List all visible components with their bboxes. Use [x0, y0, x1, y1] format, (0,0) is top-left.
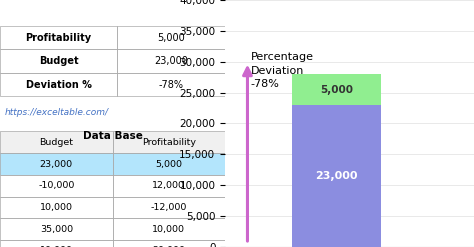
Bar [0, 197, 112, 218]
Bar [0, 175, 112, 197]
Bar [0, 73, 117, 96]
Bar [112, 218, 225, 240]
Bar [0, 240, 112, 247]
Text: 5,000: 5,000 [157, 33, 185, 43]
Bar [0, 73, 117, 96]
Bar [292, 74, 381, 105]
Text: 10,000: 10,000 [152, 225, 185, 234]
Text: 12,000: 12,000 [152, 181, 185, 190]
Bar [117, 49, 225, 73]
Bar [117, 26, 225, 49]
Text: 23,000: 23,000 [154, 56, 188, 66]
Bar [112, 197, 225, 218]
Text: -10,000: -10,000 [38, 181, 74, 190]
Bar [0, 197, 112, 218]
Bar [0, 218, 112, 240]
Bar [112, 175, 225, 197]
Text: -78%: -78% [159, 80, 183, 90]
Bar [112, 131, 225, 153]
Text: -12,000: -12,000 [151, 203, 187, 212]
Bar [117, 73, 225, 96]
Bar [0, 218, 112, 240]
Bar [117, 73, 225, 96]
Text: 5,000: 5,000 [320, 84, 353, 95]
Text: Percentage
Deviation
-78%: Percentage Deviation -78% [251, 53, 314, 89]
Text: Budget: Budget [39, 138, 73, 147]
Bar [292, 105, 381, 247]
Text: 23,000: 23,000 [316, 171, 358, 181]
Bar [0, 26, 117, 49]
Bar [0, 49, 117, 73]
Text: Data Base: Data Base [82, 131, 143, 141]
Text: Deviation %: Deviation % [26, 80, 91, 90]
Bar [112, 218, 225, 240]
Bar [0, 131, 112, 153]
Text: https://exceltable.com/: https://exceltable.com/ [4, 108, 109, 117]
Bar [0, 153, 112, 175]
Bar [112, 240, 225, 247]
Text: Profitability: Profitability [142, 138, 196, 147]
Bar [0, 49, 117, 73]
Text: Budget: Budget [39, 56, 78, 66]
Bar [0, 131, 112, 153]
Bar [112, 131, 225, 153]
Bar [112, 153, 225, 175]
Text: 23,000: 23,000 [40, 160, 73, 168]
Bar [0, 153, 112, 175]
Bar [112, 197, 225, 218]
Text: 10,000: 10,000 [40, 203, 73, 212]
Text: 35,000: 35,000 [40, 225, 73, 234]
Bar [117, 26, 225, 49]
Bar [0, 26, 117, 49]
Bar [0, 175, 112, 197]
Bar [117, 49, 225, 73]
Bar [0, 240, 112, 247]
Bar [112, 175, 225, 197]
Bar [112, 240, 225, 247]
Bar [112, 153, 225, 175]
Text: 5,000: 5,000 [155, 160, 182, 168]
Text: Profitability: Profitability [26, 33, 91, 43]
